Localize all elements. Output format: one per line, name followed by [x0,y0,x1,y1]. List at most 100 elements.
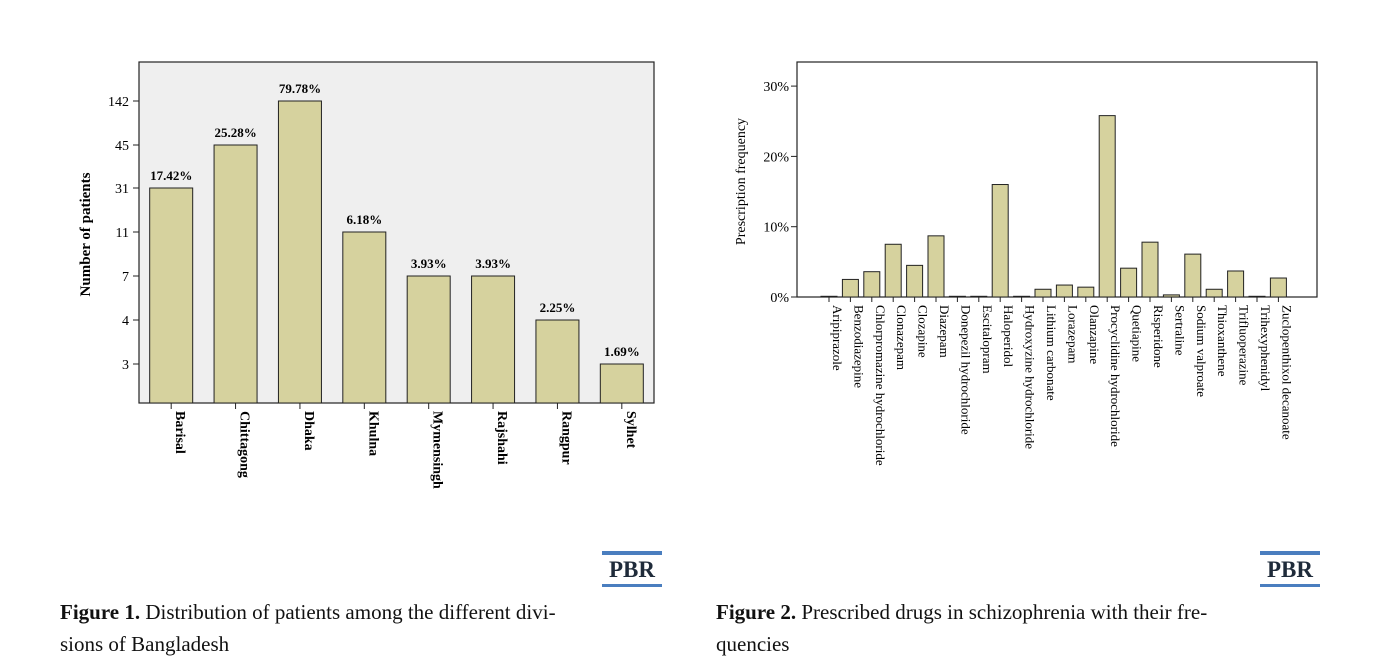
caption-line: sions of Bangladesh [60,632,230,656]
bar [277,100,322,404]
bar [471,275,516,404]
bar [884,243,902,298]
x-tick-label: Dhaka [301,411,316,451]
x-tick-label: Trifluoperazine [1237,305,1252,386]
x-tick-label: Lorazepam [1065,305,1080,363]
x-tick-label: Haloperidol [1001,305,1016,367]
bar [342,231,387,404]
y-tick-label: 7 [122,270,129,285]
caption-line: Figure 1. Distribution of patients among… [60,596,670,628]
x-tick-label: Risperidone [1151,305,1166,368]
bar [406,275,451,404]
logo-bar [1260,551,1320,555]
patients-by-division-chart: 3 4 7 11 31 45 142 Number of patients 17.42% Bari… [78,61,655,489]
bar [1077,286,1095,298]
y-tick-label: 10% [763,221,789,236]
x-tick-label: Donepezil hydrochloride [958,305,973,435]
caption-label: Figure 2. [716,600,797,624]
y-tick-label: 11 [116,226,129,241]
x-tick-label: Lithium carbonate [1044,305,1059,401]
bar [906,264,924,298]
bar [535,319,580,404]
bar [841,278,859,298]
bar [1205,288,1223,298]
y-tick-label: 142 [108,95,129,110]
bar [820,295,838,298]
x-tick-label: Escitalopram [980,305,995,374]
data-label: 6.18% [346,212,382,227]
x-tick-label: Sodium valproate [1194,305,1209,397]
bar [863,271,881,298]
x-tick-label: Chlorpromazine hydrochloride [873,305,888,466]
caption-text: Distribution of patients among the diffe… [145,600,556,624]
bar [599,363,644,404]
plot-area [796,61,1318,298]
y-tick-label: 45 [115,139,129,154]
bar [970,295,988,298]
bar [213,144,258,404]
y-tick-label: 30% [763,80,789,95]
x-tick-label: Trihexyphenidyl [1258,305,1273,392]
logo-bar [602,551,662,555]
y-tick-label: 4 [122,314,129,329]
y-tick-label: 0% [770,291,789,306]
logo-text: PBR [602,557,662,587]
bar [1055,284,1073,298]
logo-text: PBR [1260,557,1320,587]
bar [927,235,945,298]
caption-text: Prescribed drugs in schizophrenia with t… [801,600,1208,624]
data-label: 1.69% [604,344,640,359]
x-tick-label: Olanzapine [1087,305,1102,364]
data-label: 3.93% [475,256,511,271]
bar [1184,253,1202,298]
x-tick-label: Benzodiazepine [851,305,866,388]
x-tick-label: Diazepam [937,305,952,358]
data-label: 17.42% [150,168,192,183]
bar [991,184,1009,298]
bar [149,187,194,404]
x-tick-label: Aripiprazole [830,305,845,371]
y-tick-label: 31 [115,182,129,197]
x-tick-label: Procyclidine hydrochloride [1108,305,1123,447]
caption-line: Figure 2. Prescribed drugs in schizophre… [716,596,1336,628]
x-tick-label: Quetiapine [1130,305,1145,362]
bar [1248,295,1266,298]
y-axis-label: Prescription frequency [734,118,749,245]
x-tick-label: Barisal [172,411,187,454]
x-tick-label: Clonazepam [894,305,909,370]
x-tick-label: Sertraline [1172,305,1187,356]
pbr-logo-right: PBR [1260,551,1320,587]
bar [1013,295,1031,298]
x-tick-label: Clozapine [916,305,931,358]
x-tick-label: Rajshahi [494,411,509,465]
x-tick-label: Khulna [365,411,380,456]
x-tick-label: Hydroxyzine hydrochloride [1023,305,1038,449]
data-label: 79.78% [279,81,321,96]
bar [1162,294,1180,298]
bar [1269,277,1287,298]
y-tick-label: 20% [763,150,789,165]
x-tick-label: Chittagong [237,411,252,478]
prescription-frequency-chart: 0% 10% 20% 30% Prescription frequency Aripipr… [734,61,1318,466]
figure-1-caption: Figure 1. Distribution of patients among… [60,596,670,660]
y-axis-label: Number of patients [78,172,94,296]
x-tick-label: Thioxanthene [1215,305,1230,377]
x-tick-label: Mymensingh [430,411,445,489]
bar [1120,267,1138,298]
bar [1141,241,1159,298]
bar [948,295,966,298]
x-tick-label: Rangpur [558,411,573,465]
figure-2-caption: Figure 2. Prescribed drugs in schizophre… [716,596,1336,660]
bar [1227,270,1245,298]
bar [1098,115,1116,298]
data-label: 3.93% [411,256,447,271]
y-tick-label: 3 [122,358,129,373]
data-label: 25.28% [214,125,256,140]
bar [1034,288,1052,298]
caption-label: Figure 1. [60,600,141,624]
data-label: 2.25% [540,300,576,315]
pbr-logo-left: PBR [602,551,662,587]
x-tick-label: Zuclopenthixol decanoate [1279,305,1294,440]
caption-line: quencies [716,632,790,656]
x-tick-label: Sylhet [623,411,638,449]
